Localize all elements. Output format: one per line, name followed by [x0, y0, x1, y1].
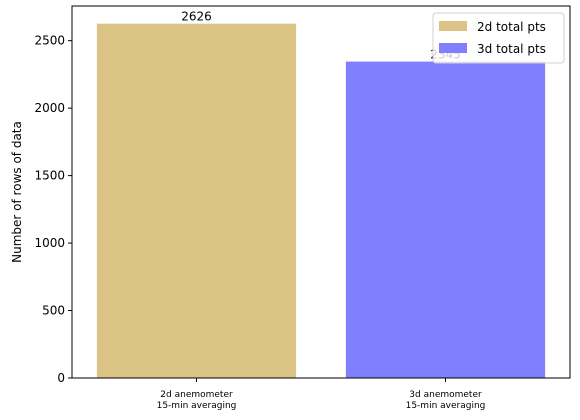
x-tick-label: 15-min averaging — [406, 401, 486, 411]
legend: 2d total pts 3d total pts — [432, 12, 565, 64]
y-tick-label: 1500 — [34, 169, 65, 183]
bars — [96, 23, 546, 379]
y-tick-label: 0 — [57, 371, 65, 385]
legend-label-3d: 3d total pts — [477, 42, 546, 56]
data-label-1: 2626 — [181, 10, 212, 24]
x-tick-label: 2d anemometer — [160, 390, 233, 400]
legend-label-2d: 2d total pts — [477, 20, 546, 34]
y-axis: 0 500 1000 1500 2000 2500 — [34, 34, 72, 385]
y-tick-label: 2500 — [34, 34, 65, 48]
x-tick-label: 15-min averaging — [157, 401, 237, 411]
bar-2 — [345, 61, 546, 379]
x-tick-label: 3d anemometer — [409, 390, 482, 400]
y-tick-label: 1000 — [34, 236, 65, 250]
y-tick-label: 2000 — [34, 101, 65, 115]
plot-frame — [71, 5, 571, 379]
y-tick-label: 500 — [42, 304, 65, 318]
legend-swatch-2d — [439, 21, 467, 31]
legend-swatch-3d — [439, 43, 467, 53]
bar-1 — [96, 23, 297, 379]
y-axis-label: Number of rows of data — [10, 121, 24, 263]
